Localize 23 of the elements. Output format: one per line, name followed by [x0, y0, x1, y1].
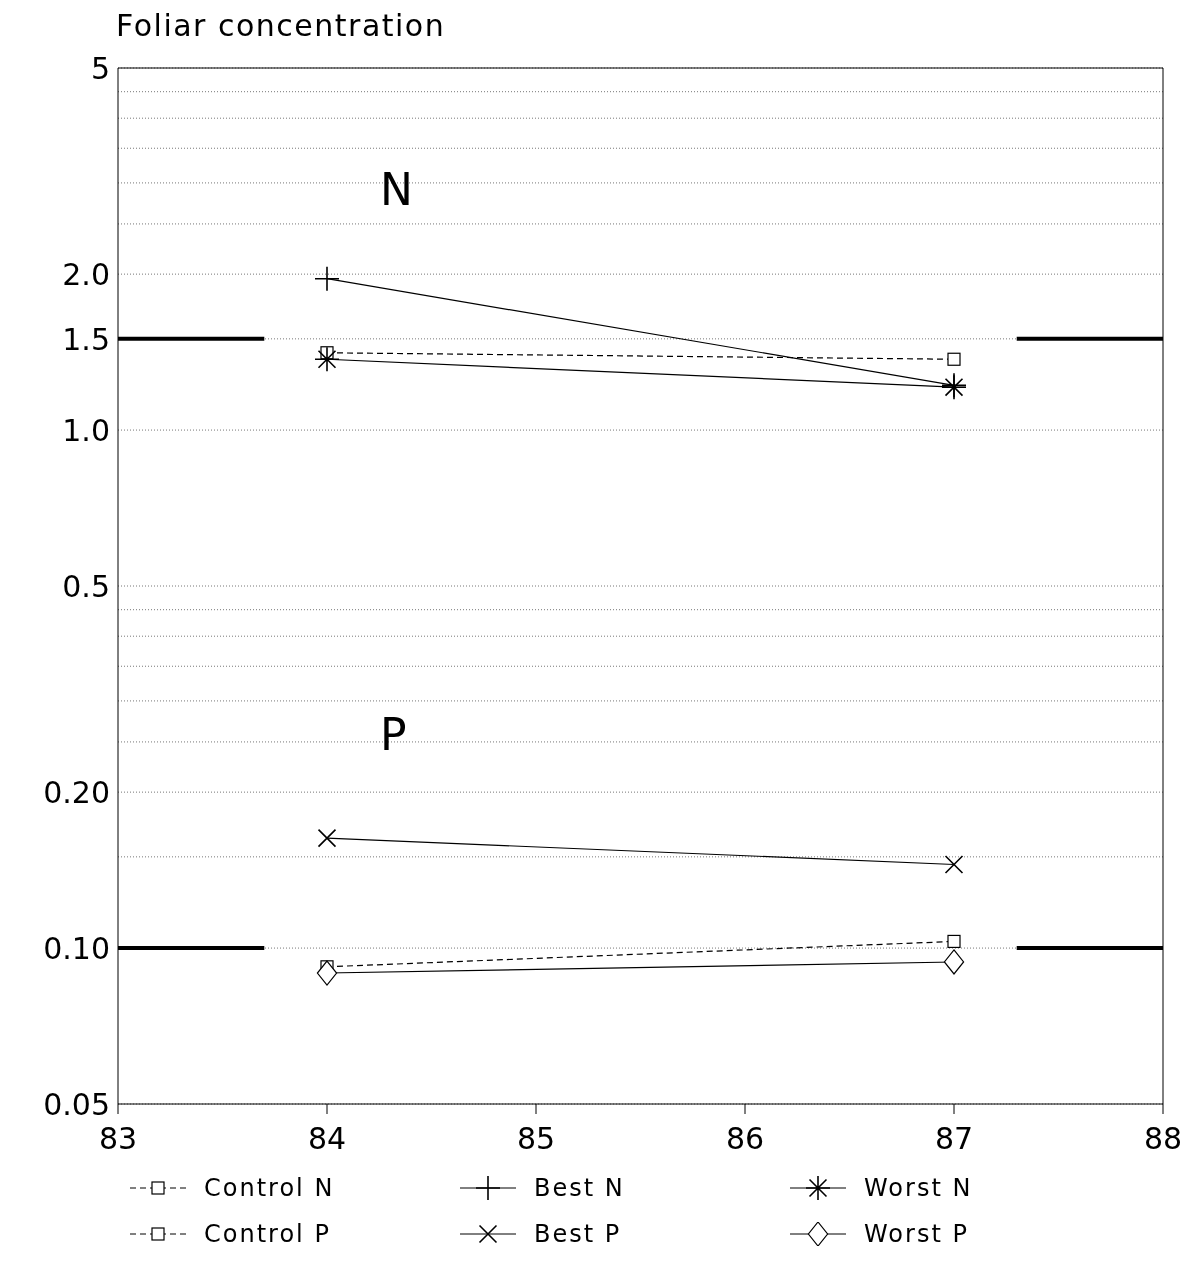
legend-label: Control N: [204, 1174, 335, 1202]
y-tick-label: 0.5: [62, 568, 110, 604]
annotation: N: [380, 164, 413, 215]
y-axis-title: Foliar concentration: [116, 8, 447, 45]
y-tick-label: 1.5: [62, 321, 110, 357]
x-tick-label: 88: [1143, 1121, 1183, 1157]
y-tick-label: 5: [90, 50, 110, 86]
y-tick-label: 2.0: [62, 256, 110, 292]
x-tick-label: 83: [98, 1121, 138, 1157]
y-tick-label: 0.05: [43, 1086, 110, 1122]
x-tick-label: 84: [307, 1121, 347, 1157]
annotation: P: [380, 709, 407, 760]
legend-label: Worst P: [864, 1220, 969, 1248]
legend-label: Worst N: [864, 1174, 973, 1202]
legend-label: Best P: [534, 1220, 622, 1248]
y-tick-label: 1.0: [62, 412, 110, 448]
legend-label: Best N: [534, 1174, 625, 1202]
x-tick-label: 87: [934, 1121, 974, 1157]
legend-label: Control P: [204, 1220, 331, 1248]
y-tick-label: 0.20: [43, 774, 110, 810]
y-tick-label: 0.10: [43, 930, 110, 966]
x-tick-label: 86: [725, 1121, 765, 1157]
x-tick-label: 85: [516, 1121, 556, 1157]
